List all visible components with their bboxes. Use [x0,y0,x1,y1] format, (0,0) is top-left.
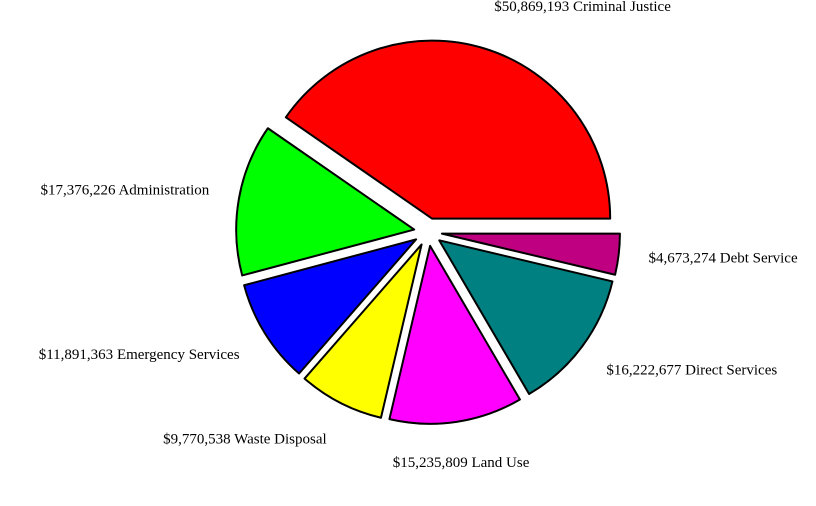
category-label: Emergency Services [117,347,240,363]
value-label: $11,891,363 [39,347,113,363]
slice-label: $9,770,538 Waste Disposal [163,432,327,448]
slice-label: $50,869,193 Criminal Justice [494,0,671,16]
category-label: Administration [118,183,209,199]
pie-slice [284,39,612,220]
slice-label: $15,235,809 Land Use [393,455,530,471]
category-label: Waste Disposal [234,432,327,448]
slice-label: $4,673,274 Debt Service [648,251,797,267]
slice-label: $17,376,226 Administration [41,183,210,199]
pie-slice [235,127,416,277]
pie-slice [438,239,614,395]
pie-slice [388,244,521,425]
value-label: $4,673,274 [648,251,716,267]
category-label: Land Use [471,455,529,471]
value-label: $50,869,193 [494,0,569,16]
slice-label: $16,222,677 Direct Services [606,363,777,379]
value-label: $9,770,538 [163,432,231,448]
category-label: Criminal Justice [573,0,671,16]
category-label: Debt Service [720,251,798,267]
value-label: $17,376,226 [41,183,117,199]
slice-label: $11,891,363 Emergency Services [39,347,240,363]
pie-slice [440,232,621,276]
pie-slice [243,238,418,375]
value-label: $16,222,677 [606,363,682,379]
value-label: $15,235,809 [393,455,468,471]
pie-slice [303,243,423,419]
category-label: Direct Services [685,363,777,379]
